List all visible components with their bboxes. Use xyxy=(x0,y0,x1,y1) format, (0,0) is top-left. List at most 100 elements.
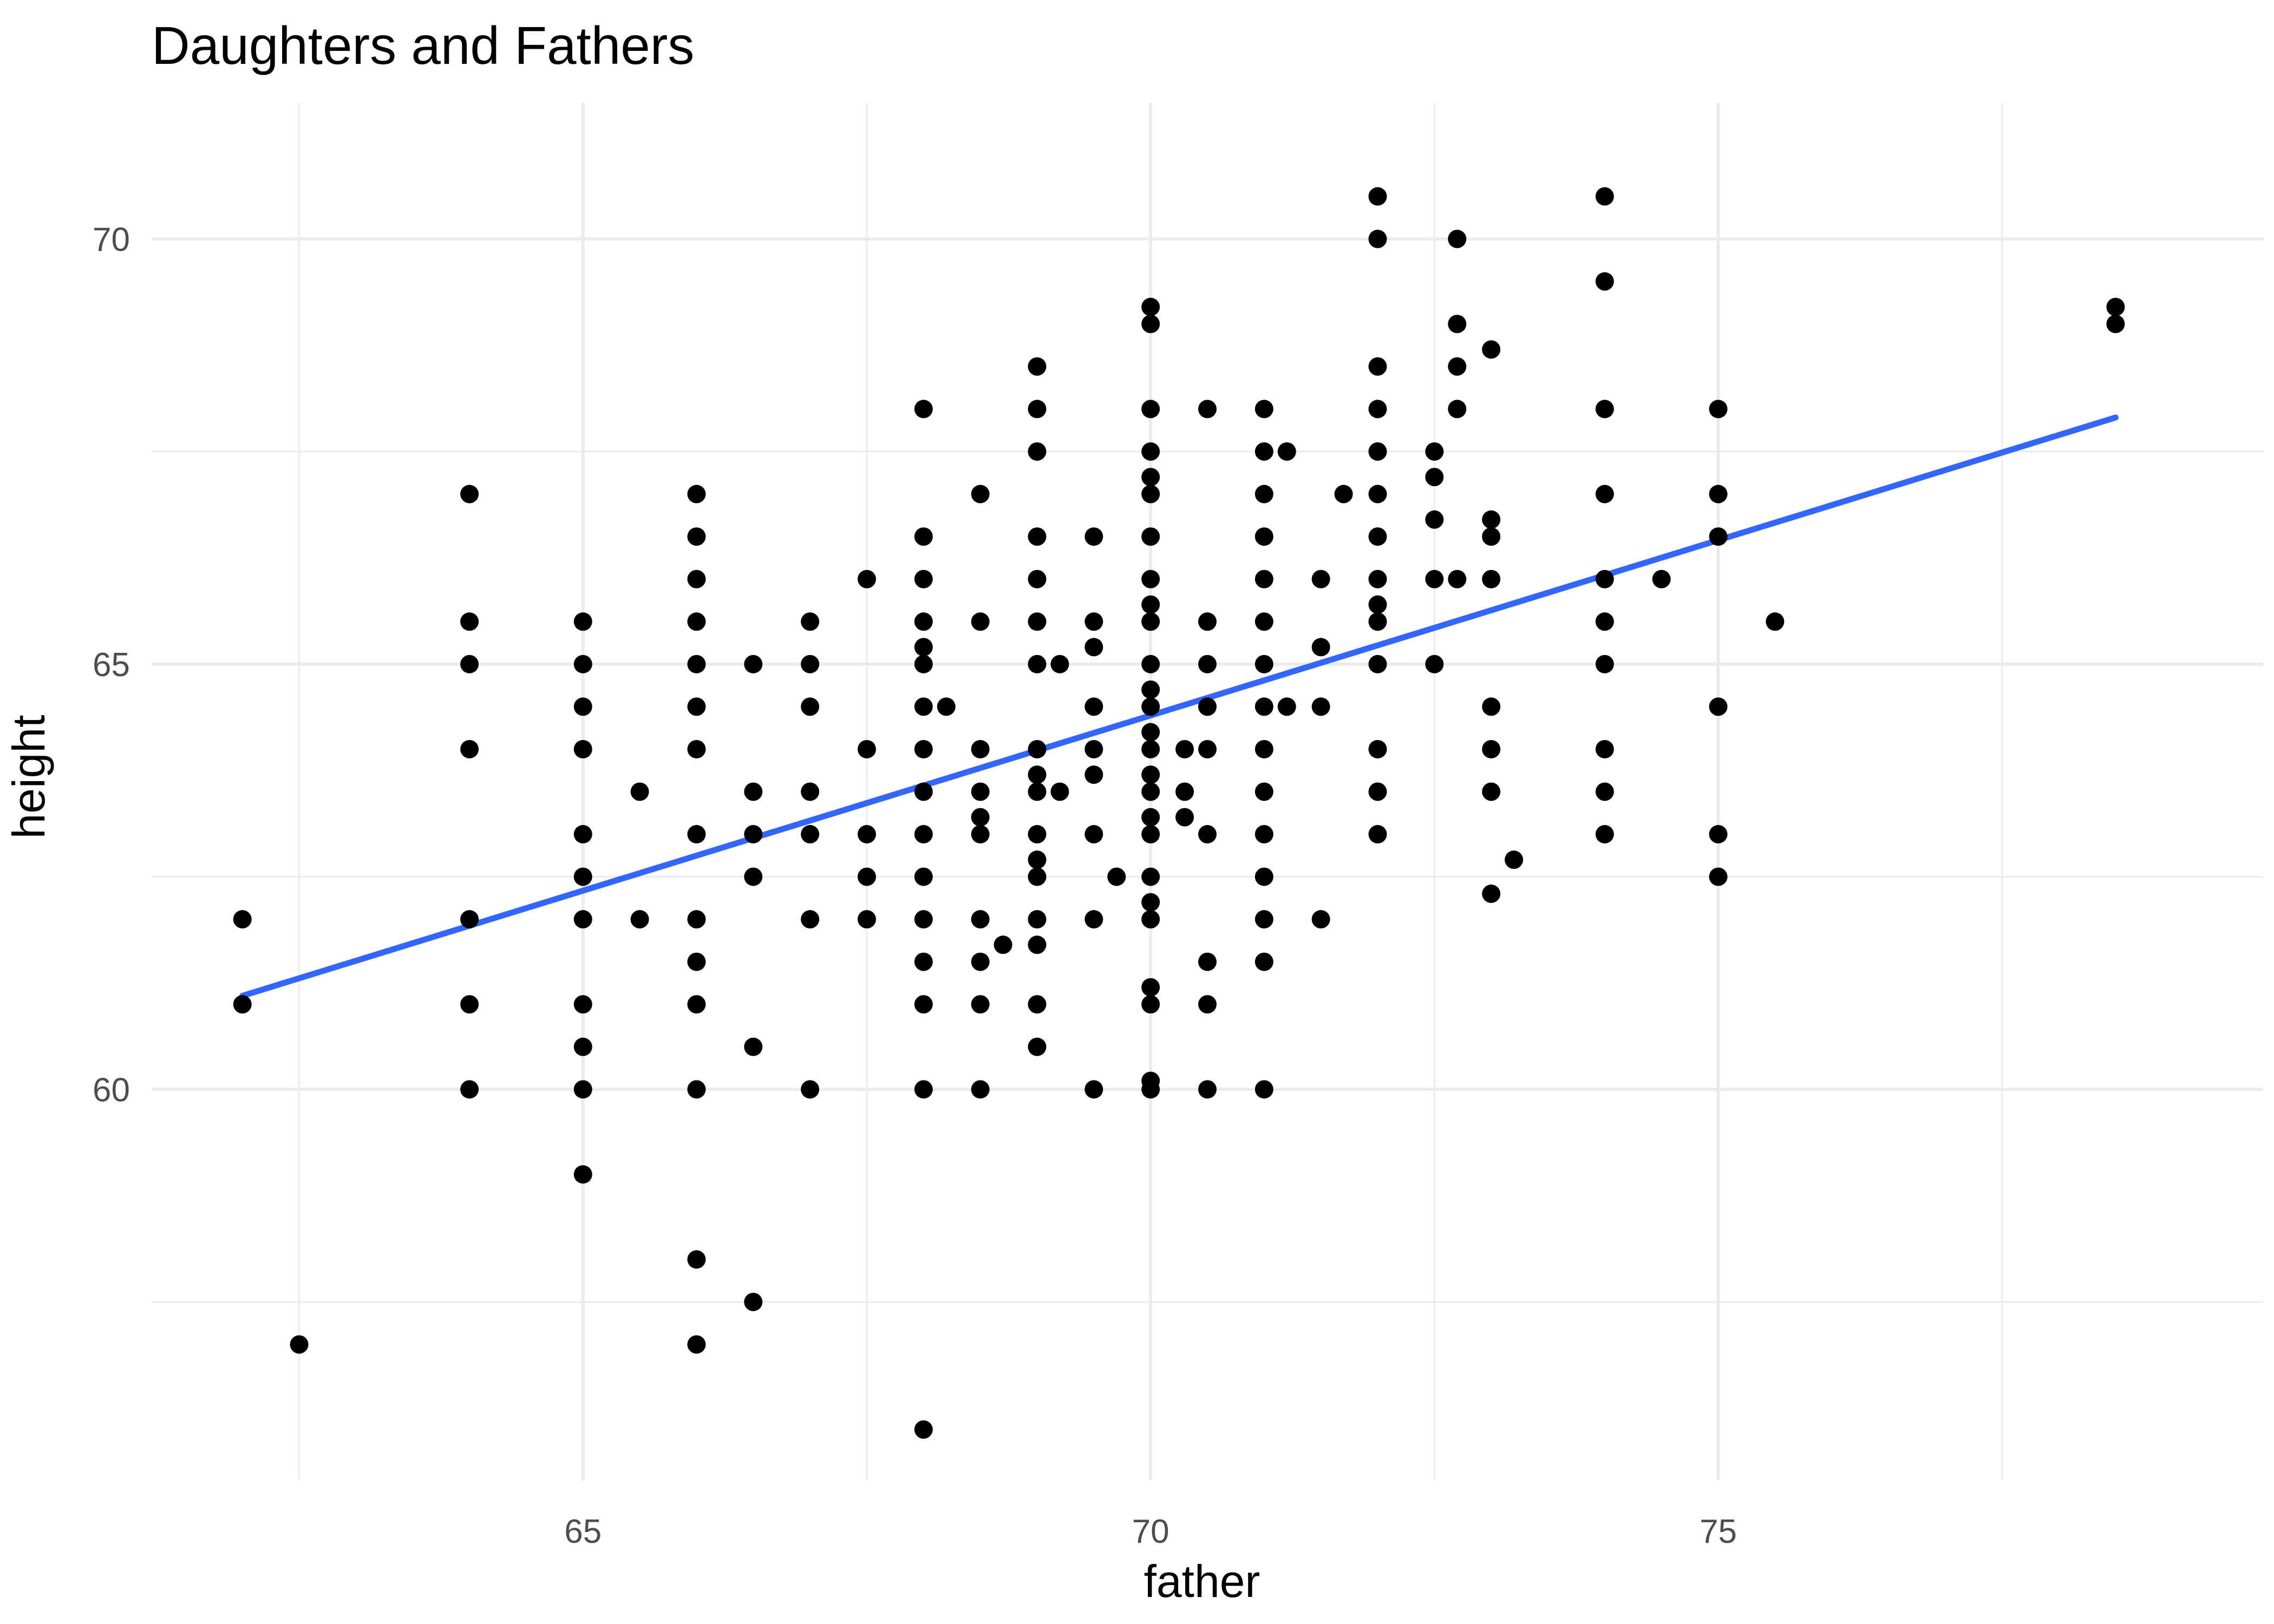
points xyxy=(233,187,2125,1439)
data-point xyxy=(1028,765,1047,784)
data-point xyxy=(1368,357,1387,376)
data-point xyxy=(1425,654,1444,673)
data-point xyxy=(573,867,592,886)
x-axis-ticks: 65 70 75 xyxy=(564,1513,1737,1550)
data-point xyxy=(1084,638,1103,657)
data-point xyxy=(1141,910,1160,929)
data-point xyxy=(1334,484,1353,503)
data-point xyxy=(1141,654,1160,673)
data-point xyxy=(1277,442,1296,461)
regression-line xyxy=(239,414,2119,999)
data-point xyxy=(1448,357,1467,376)
data-point xyxy=(801,1080,820,1099)
data-point xyxy=(1028,935,1047,954)
data-point xyxy=(1595,612,1614,631)
data-point xyxy=(744,825,763,844)
data-point xyxy=(1448,315,1467,333)
data-point xyxy=(1198,952,1217,971)
y-axis-ticks: 60 65 70 xyxy=(93,221,130,1109)
data-point xyxy=(460,995,479,1014)
data-point xyxy=(1448,569,1467,588)
data-point xyxy=(801,654,820,673)
data-point xyxy=(1709,400,1728,418)
data-point xyxy=(1141,680,1160,699)
data-point xyxy=(1368,595,1387,614)
data-point xyxy=(1482,885,1501,903)
data-point xyxy=(233,910,252,929)
data-point xyxy=(687,825,706,844)
data-point xyxy=(1028,527,1047,546)
x-tick-label: 65 xyxy=(564,1513,602,1550)
data-point xyxy=(1311,569,1330,588)
data-point xyxy=(1028,910,1047,929)
data-point xyxy=(1084,765,1103,784)
data-point xyxy=(1141,442,1160,461)
data-point xyxy=(687,654,706,673)
data-point xyxy=(1175,808,1194,827)
data-point xyxy=(573,995,592,1014)
data-point xyxy=(1084,697,1103,716)
data-point xyxy=(630,910,649,929)
data-point xyxy=(914,697,933,716)
data-point xyxy=(1595,272,1614,291)
data-point xyxy=(1254,697,1273,716)
data-point xyxy=(687,527,706,546)
data-point xyxy=(1141,825,1160,844)
data-point xyxy=(744,1037,763,1056)
data-point xyxy=(1198,825,1217,844)
data-point xyxy=(1254,952,1273,971)
data-point xyxy=(1028,850,1047,869)
data-point xyxy=(1254,442,1273,461)
data-point xyxy=(1505,850,1524,869)
data-point xyxy=(1084,527,1103,546)
data-point xyxy=(460,484,479,503)
data-point xyxy=(1084,612,1103,631)
data-point xyxy=(1198,697,1217,716)
x-tick-label: 75 xyxy=(1700,1513,1737,1550)
data-point xyxy=(1141,569,1160,588)
data-point xyxy=(1050,654,1069,673)
data-point xyxy=(1141,298,1160,317)
data-point xyxy=(1107,867,1126,886)
data-point xyxy=(1254,612,1273,631)
data-point xyxy=(573,654,592,673)
data-point xyxy=(1254,739,1273,758)
data-point xyxy=(1595,484,1614,503)
data-point xyxy=(1254,400,1273,418)
data-point xyxy=(937,697,956,716)
data-point xyxy=(1084,1080,1103,1099)
data-point xyxy=(1709,697,1728,716)
data-point xyxy=(914,612,933,631)
data-point xyxy=(1277,697,1296,716)
data-point xyxy=(1198,995,1217,1014)
data-point xyxy=(914,995,933,1014)
data-point xyxy=(994,935,1012,954)
data-point xyxy=(460,739,479,758)
data-point xyxy=(914,867,933,886)
data-point xyxy=(1425,510,1444,529)
data-point xyxy=(857,739,876,758)
data-point xyxy=(1368,739,1387,758)
data-point xyxy=(1141,867,1160,886)
data-point xyxy=(1482,739,1501,758)
data-point xyxy=(573,1037,592,1056)
data-point xyxy=(914,527,933,546)
data-point xyxy=(971,910,990,929)
data-point xyxy=(2106,298,2125,317)
data-point xyxy=(1595,187,1614,206)
data-point xyxy=(914,1080,933,1099)
data-point xyxy=(1254,484,1273,503)
data-point xyxy=(1448,400,1467,418)
data-point xyxy=(801,697,820,716)
data-point xyxy=(971,952,990,971)
data-point xyxy=(1198,739,1217,758)
data-point xyxy=(1141,595,1160,614)
data-point xyxy=(687,1080,706,1099)
data-point xyxy=(687,739,706,758)
data-point xyxy=(687,952,706,971)
x-tick-label: 70 xyxy=(1132,1513,1169,1550)
data-point xyxy=(1482,697,1501,716)
data-point xyxy=(857,910,876,929)
data-point xyxy=(1028,825,1047,844)
